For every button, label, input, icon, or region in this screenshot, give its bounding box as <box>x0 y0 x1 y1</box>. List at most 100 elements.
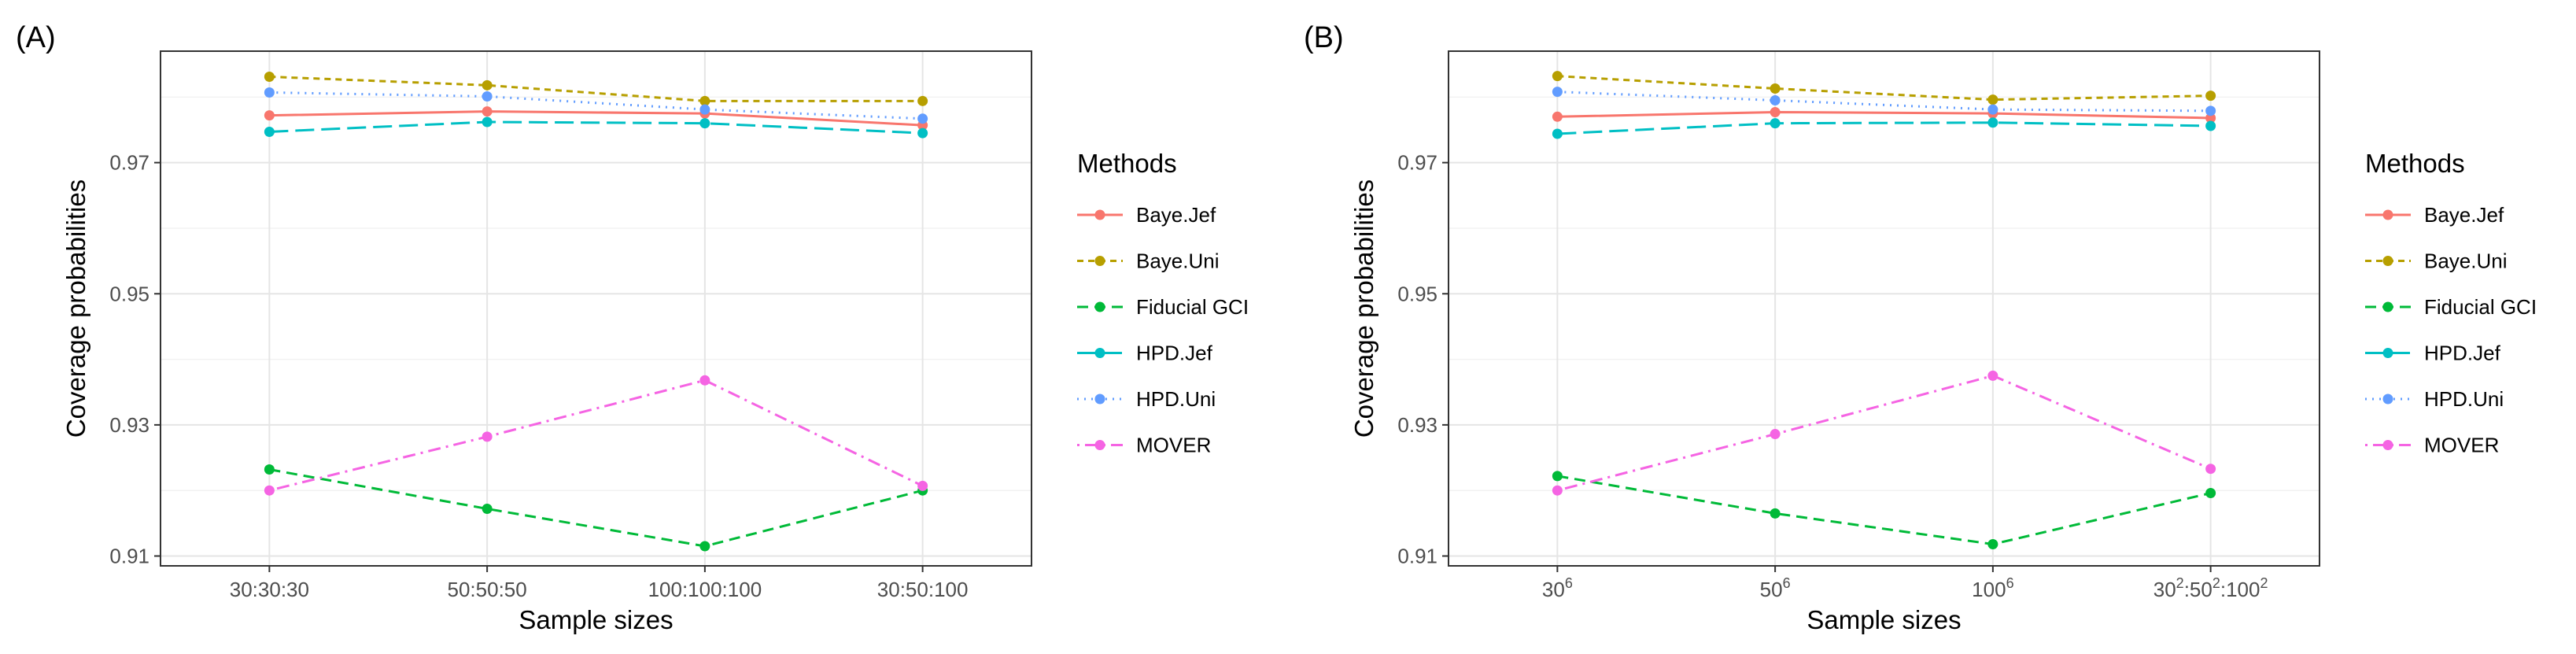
panel-a: 0.91 0.93 0.95 0.97 30:30:30 50:50:50 100:100:… <box>16 21 1249 634</box>
x-tick-label: 30:30:30 <box>230 578 309 601</box>
plot-background <box>161 51 1032 566</box>
data-point <box>2205 464 2216 475</box>
data-point <box>264 87 275 98</box>
plot-background <box>1449 51 2320 566</box>
data-point <box>1552 485 1563 496</box>
legend-key-point <box>2382 256 2393 266</box>
y-tick-label: 0.97 <box>109 151 149 175</box>
legend-label: Baye.Uni <box>1136 249 1220 273</box>
legend-key-point <box>1094 394 1105 405</box>
data-point <box>482 116 493 127</box>
legend-label: Baye.Jef <box>1136 203 1216 227</box>
series-line <box>1557 91 2211 113</box>
y-tick-label: 0.91 <box>109 545 149 568</box>
legend-key-point <box>2382 348 2393 358</box>
legend-key-point <box>2382 394 2393 405</box>
data-point <box>482 106 493 117</box>
legend-key-point <box>2382 209 2393 220</box>
legend-label: Fiducial GCI <box>2424 295 2537 319</box>
x-axis-title: Sample sizes <box>1807 605 1961 634</box>
series-line <box>269 110 923 127</box>
legend-key-point <box>2382 440 2393 450</box>
legend-title: Methods <box>1077 149 1177 178</box>
legend-key-point <box>1094 209 1105 220</box>
series-line <box>1557 475 2211 546</box>
data-point <box>917 480 928 491</box>
x-tick-label: 1006​ <box>1972 575 2013 601</box>
series-line <box>269 379 924 492</box>
data-point <box>1770 508 1781 519</box>
x-tick-label: 30:50:100 <box>877 578 969 601</box>
data-point <box>264 464 275 475</box>
y-tick-label: 0.93 <box>109 413 149 437</box>
panel-label: (B) <box>1304 21 1344 54</box>
data-point <box>699 541 710 552</box>
legend-label: HPD.Jef <box>2424 342 2501 365</box>
y-tick-label: 0.91 <box>1397 545 1437 568</box>
data-point <box>1987 117 1998 128</box>
data-point <box>1770 429 1781 440</box>
data-point <box>1552 87 1563 98</box>
legend-label: HPD.Uni <box>2424 387 2504 411</box>
series-line <box>269 91 923 120</box>
y-axis-title: Coverage probabilities <box>1349 179 1378 438</box>
data-point <box>1987 539 1998 550</box>
data-point <box>2205 120 2216 131</box>
series-line <box>1556 374 2212 492</box>
chart-b: 0.91 0.93 0.95 0.97 306​ 506​ 1006​ 302​:502​:1… <box>1304 21 2537 634</box>
data-point <box>699 118 710 129</box>
data-point <box>1770 94 1781 105</box>
legend-label: HPD.Uni <box>1136 387 1216 411</box>
data-point <box>482 431 493 442</box>
y-tick-label: 0.95 <box>109 282 149 305</box>
data-point <box>2205 488 2216 499</box>
y-tick-label: 0.93 <box>1397 413 1437 437</box>
legend-key-point <box>2382 301 2393 312</box>
data-point <box>264 126 275 137</box>
data-point <box>1770 118 1781 129</box>
data-point <box>482 504 493 515</box>
legend-label: Baye.Uni <box>2424 249 2508 273</box>
data-point <box>699 104 710 115</box>
data-point <box>2205 113 2216 124</box>
legend-key-point <box>1094 348 1105 358</box>
x-tick-label: 50:50:50 <box>448 578 527 601</box>
x-tick-label: 506​ <box>1760 575 1791 601</box>
series-line <box>1557 110 2211 120</box>
data-point <box>1987 104 1998 115</box>
legend-label: Fiducial GCI <box>1136 295 1249 319</box>
data-point <box>917 127 928 139</box>
legend-key-point <box>1094 256 1105 266</box>
data-point <box>1770 106 1781 117</box>
data-point <box>917 113 928 124</box>
y-tick-label: 0.95 <box>1397 282 1437 305</box>
series-line <box>269 75 923 102</box>
data-point <box>699 95 710 106</box>
data-point <box>1770 83 1781 94</box>
x-tick-label: 306​ <box>1542 575 1573 601</box>
series-line <box>1557 75 2211 102</box>
series-line <box>1557 121 2211 135</box>
data-point <box>1987 94 1998 105</box>
legend-key-point <box>1094 440 1105 450</box>
legend-label: MOVER <box>1136 434 1211 457</box>
data-point <box>1552 111 1563 122</box>
series-line <box>269 468 923 548</box>
y-tick-label: 0.97 <box>1397 151 1437 175</box>
panel-label: (A) <box>16 21 56 54</box>
legend-key-point <box>1094 301 1105 312</box>
legend-label: MOVER <box>2424 434 2499 457</box>
data-point <box>482 79 493 91</box>
data-point <box>917 95 928 106</box>
panel-b: 0.91 0.93 0.95 0.97 306​ 506​ 1006​ 302​:502​:1… <box>1288 0 2576 654</box>
data-point <box>2205 105 2216 116</box>
x-axis-title: Sample sizes <box>519 605 673 634</box>
x-tick-label: 100:100:100 <box>648 578 762 601</box>
y-axis-title: Coverage probabilities <box>61 179 90 438</box>
data-point <box>1552 471 1563 482</box>
data-point <box>264 71 275 82</box>
plot-border <box>1448 50 2320 567</box>
data-point <box>2205 91 2216 102</box>
data-point <box>1552 128 1563 139</box>
data-point <box>482 91 493 102</box>
